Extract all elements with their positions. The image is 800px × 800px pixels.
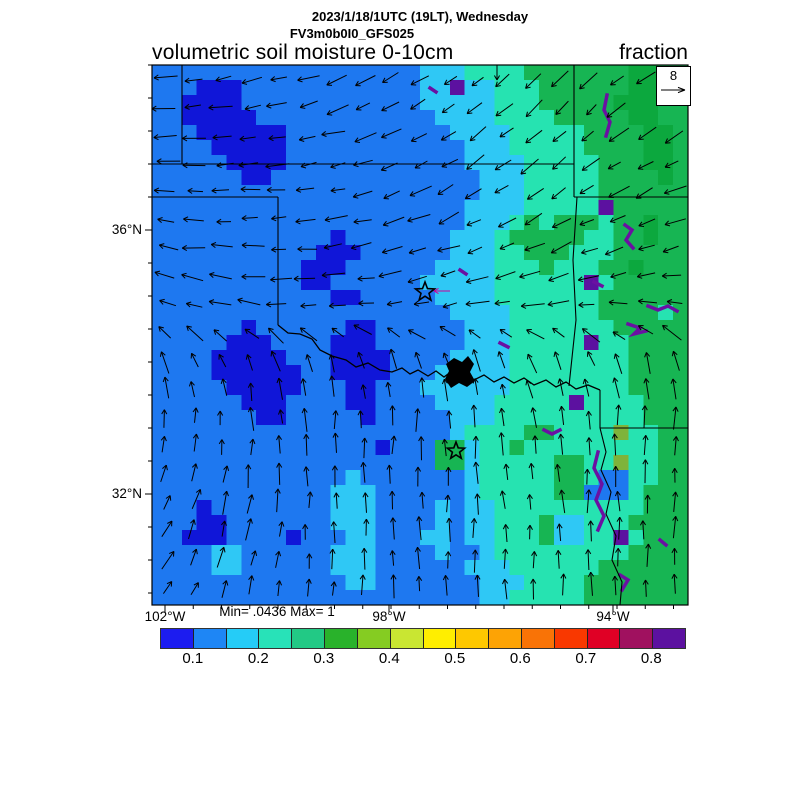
colorbar-segment bbox=[520, 629, 554, 648]
colorbar bbox=[160, 628, 686, 649]
colorbar-segment bbox=[586, 629, 620, 648]
colorbar-tick-label: 0.1 bbox=[182, 650, 204, 667]
colorbar-segment bbox=[356, 629, 390, 648]
colorbar-tick-label: 0.4 bbox=[378, 650, 400, 667]
colorbar-segment bbox=[422, 629, 456, 648]
colorbar-segment bbox=[192, 629, 226, 648]
reference-arrow-icon bbox=[661, 86, 686, 94]
colorbar-segment bbox=[324, 629, 357, 648]
colorbar-tick-label: 0.2 bbox=[247, 650, 269, 667]
units-label: fraction bbox=[619, 41, 688, 64]
x-axis-label: 102°W bbox=[144, 609, 186, 624]
x-axis-label: 94°W bbox=[596, 609, 630, 624]
minmax-label: Min= .0436 Max= 1 bbox=[219, 604, 335, 619]
colorbar-segment bbox=[258, 629, 292, 648]
plot-title: volumetric soil moisture 0-10cm bbox=[152, 41, 454, 64]
wind-arrows bbox=[152, 65, 687, 600]
colorbar-segment bbox=[291, 629, 325, 648]
reference-vector-box: 8 bbox=[656, 66, 691, 106]
axis-ticks bbox=[145, 64, 674, 612]
colorbar-segment bbox=[652, 629, 685, 648]
colorbar-segment bbox=[553, 629, 587, 648]
colorbar-segment bbox=[225, 629, 259, 648]
red-river bbox=[277, 324, 601, 391]
header-model-run: FV3m0b0I0_GFS025 bbox=[289, 26, 415, 41]
reference-vector-value: 8 bbox=[669, 68, 678, 83]
lake-texoma bbox=[445, 356, 475, 388]
x-axis-label: 98°W bbox=[372, 609, 406, 624]
city-star-marker bbox=[413, 279, 437, 302]
moisture-cells bbox=[152, 65, 688, 605]
colorbar-tick-label: 0.8 bbox=[640, 650, 662, 667]
header-datetime: 2023/1/18/1UTC (19LT), Wednesday bbox=[311, 9, 529, 24]
y-axis-label: 32°N bbox=[111, 486, 142, 501]
colorbar-segment bbox=[455, 629, 489, 648]
colorbar-tick-label: 0.5 bbox=[444, 650, 466, 667]
colorbar-segment bbox=[161, 629, 193, 648]
colorbar-tick-label: 0.3 bbox=[313, 650, 335, 667]
colorbar-tick-label: 0.7 bbox=[575, 650, 597, 667]
y-axis-label: 36°N bbox=[111, 222, 142, 237]
map-content bbox=[152, 65, 688, 605]
water-streams bbox=[427, 85, 680, 593]
map-frame bbox=[151, 64, 689, 606]
colorbar-segment bbox=[488, 629, 521, 648]
city-star-marker bbox=[445, 439, 467, 461]
colorbar-tick-label: 0.6 bbox=[509, 650, 531, 667]
colorbar-segment bbox=[389, 629, 423, 648]
colorbar-segment bbox=[619, 629, 653, 648]
